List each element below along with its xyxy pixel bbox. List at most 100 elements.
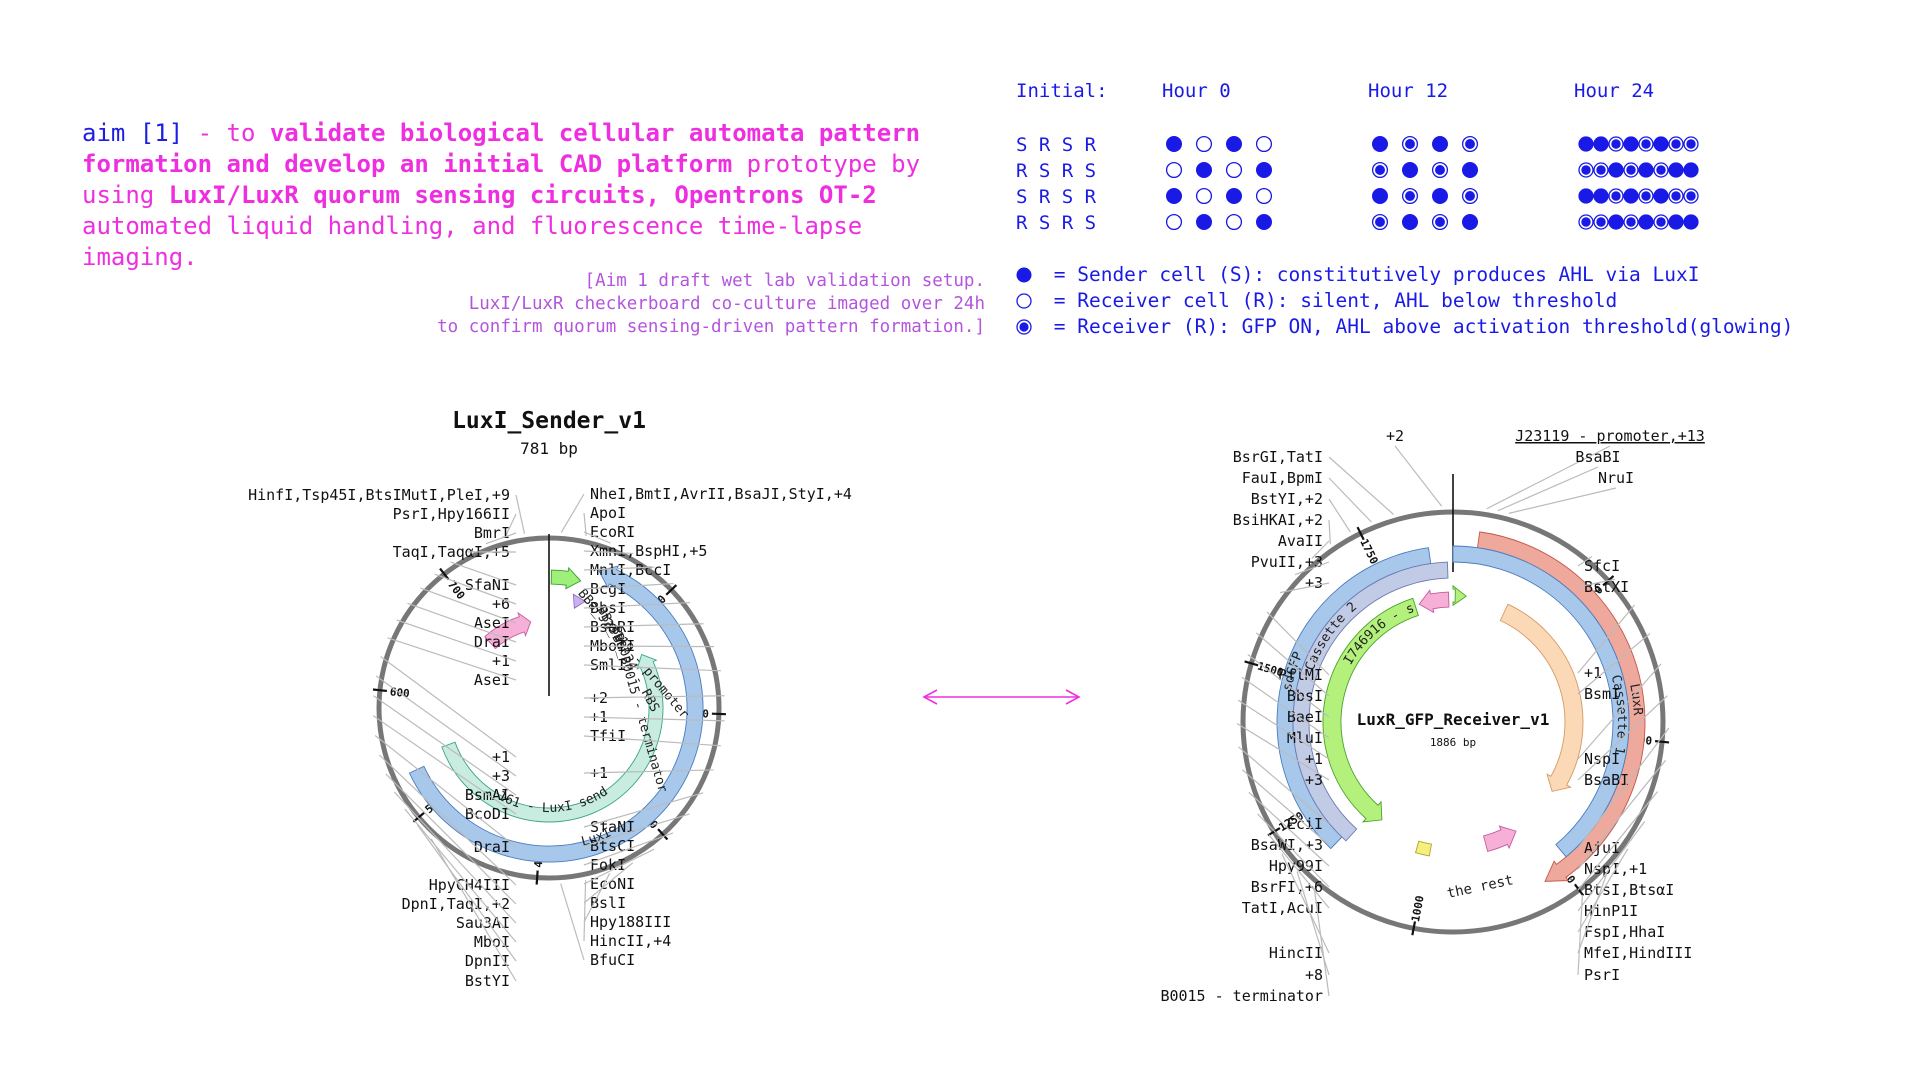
site-leader-line [583, 582, 674, 590]
site-leader-line [583, 872, 611, 923]
receiver-cell [1255, 187, 1273, 205]
restriction-site-right: TfiI [590, 727, 626, 745]
site-leader-line [1266, 611, 1330, 676]
sender-cell [1402, 214, 1418, 230]
restriction-site-right: BtsCI [590, 837, 635, 855]
site-leader-line [1328, 477, 1372, 523]
sender-cell [1593, 136, 1609, 152]
site-leader-line [1577, 821, 1646, 912]
restriction-site-left: BbsI [1287, 687, 1323, 705]
restriction-site-left: BcoDI [465, 805, 510, 823]
tick-mark [1356, 526, 1365, 541]
grid-initial-row: S R S R [1016, 134, 1097, 156]
tick-label: 1750 [1357, 537, 1380, 567]
legend-receiver: = Receiver cell (R): silent, AHL below t… [1016, 288, 1793, 314]
restriction-site-left: +6 [492, 595, 510, 613]
aim-statement: aim [1] - to validate biological cellula… [82, 118, 982, 273]
plasmid1-name: LuxI_Sender_v1 [452, 408, 646, 434]
aim-text-2: prototype by using [82, 150, 921, 209]
grid-cells: S R S R R S R S S R S R R S R S [1016, 134, 1699, 234]
restriction-site-left: MluI [1287, 729, 1323, 747]
grid-header-hour24: Hour 24 [1574, 80, 1654, 102]
site-leader-line [583, 716, 725, 722]
restriction-site-top: BsaBI [1575, 448, 1620, 466]
restriction-site-right: XmnI,BspHI,+5 [590, 542, 707, 560]
site-leader-line [1237, 699, 1330, 760]
restriction-site-left: BaeI [1287, 708, 1323, 726]
site-leader-line [416, 824, 517, 962]
sender-cell [1638, 162, 1654, 178]
caption-line: LuxI/LuxR checkerboard co-culture imaged… [468, 294, 985, 314]
plasmid2-size: 1886 bp [1430, 736, 1476, 749]
feature-cassette2 [1292, 561, 1449, 842]
restriction-site-left: PvuII,+3 [1251, 553, 1323, 571]
site-leader-line [560, 493, 585, 533]
site-leader-line [380, 656, 517, 758]
sender-cell [1608, 214, 1624, 230]
tick-mark [665, 584, 678, 596]
site-leader-line [1577, 556, 1593, 567]
site-leader-line [1236, 722, 1330, 781]
site-leader-line [378, 754, 517, 886]
restriction-site-right: BsmI [1584, 685, 1620, 703]
site-leader-line [393, 791, 517, 924]
restriction-site-right: FspI,HhaI [1584, 923, 1665, 941]
restriction-site-left: BsrFI,+6 [1251, 878, 1323, 896]
sender-cell [1166, 136, 1182, 152]
feature-cassette1 [1452, 545, 1630, 858]
restriction-site-left: HinfI,Tsp45I,BtsIMutI,PleI,+9 [248, 486, 510, 504]
sender-cell [1402, 162, 1418, 178]
restriction-site-right: Hpy188III [590, 913, 671, 931]
site-leader-line [420, 587, 517, 624]
restriction-site-left: DpnI,TaqI,+2 [402, 895, 510, 913]
restriction-site-right: MfeI,HindIII [1584, 944, 1692, 962]
feature-promoter-small [1452, 584, 1467, 607]
glowing-receiver-cell [1401, 187, 1419, 205]
restriction-site-left: +1 [492, 652, 510, 670]
plasmid2-name: LuxR_GFP_Receiver_v1 [1357, 710, 1550, 729]
site-leader-line [430, 838, 517, 982]
glowing-receiver-cell [1578, 214, 1594, 230]
restriction-site-left: BmrI [474, 524, 510, 542]
site-leader-line [373, 695, 517, 796]
aim-text-3: automated liquid handling, and fluoresce… [82, 212, 863, 271]
site-leader-line [1577, 663, 1662, 760]
sender-cell [1623, 188, 1639, 204]
double-headed-arrow-icon [922, 689, 1081, 705]
site-leader-line [1577, 873, 1608, 954]
site-leader-line [1577, 759, 1667, 870]
glowing-receiver-cell [1653, 214, 1669, 230]
sender-cell [1462, 214, 1478, 230]
restriction-site-left: PflMI [1278, 666, 1323, 684]
sender-cell [1166, 188, 1182, 204]
restriction-site-left: AvaII [1278, 532, 1323, 550]
site-leader-line [583, 862, 634, 904]
caption-line: [Aim 1 draft wet lab validation setup. [584, 271, 985, 291]
tick-mark [1654, 740, 1670, 744]
restriction-site-left: BstYI [465, 972, 510, 990]
site-leader-line [375, 675, 517, 777]
sender-cell [1196, 162, 1212, 178]
restriction-site-left: PsrI,Hpy166II [393, 505, 510, 523]
restriction-site-right: FokI [590, 856, 626, 874]
restriction-site-right: MnlI,BccI [590, 561, 671, 579]
site-leader-line [515, 494, 526, 534]
site-leader-line [583, 664, 722, 672]
site-leader-line [1508, 487, 1617, 514]
restriction-site-left: DpnII [465, 952, 510, 970]
site-leader-line [1328, 456, 1394, 515]
site-leader-line [385, 773, 517, 905]
sender-cell [1683, 214, 1699, 230]
sender-cell [1226, 136, 1242, 152]
restriction-site-right: HinP1I [1584, 902, 1638, 920]
glowing-receiver-cell [1608, 136, 1624, 152]
site-leader-line [387, 637, 517, 681]
site-leader-line [450, 561, 517, 586]
sender-cell [1593, 188, 1609, 204]
grid-header-hour12: Hour 12 [1368, 80, 1448, 102]
restriction-site-right: BstXI [1584, 578, 1629, 596]
site-leader-line [1248, 791, 1330, 867]
sender-cell [1638, 214, 1654, 230]
grid-initial-row: R S R S [1016, 160, 1096, 182]
